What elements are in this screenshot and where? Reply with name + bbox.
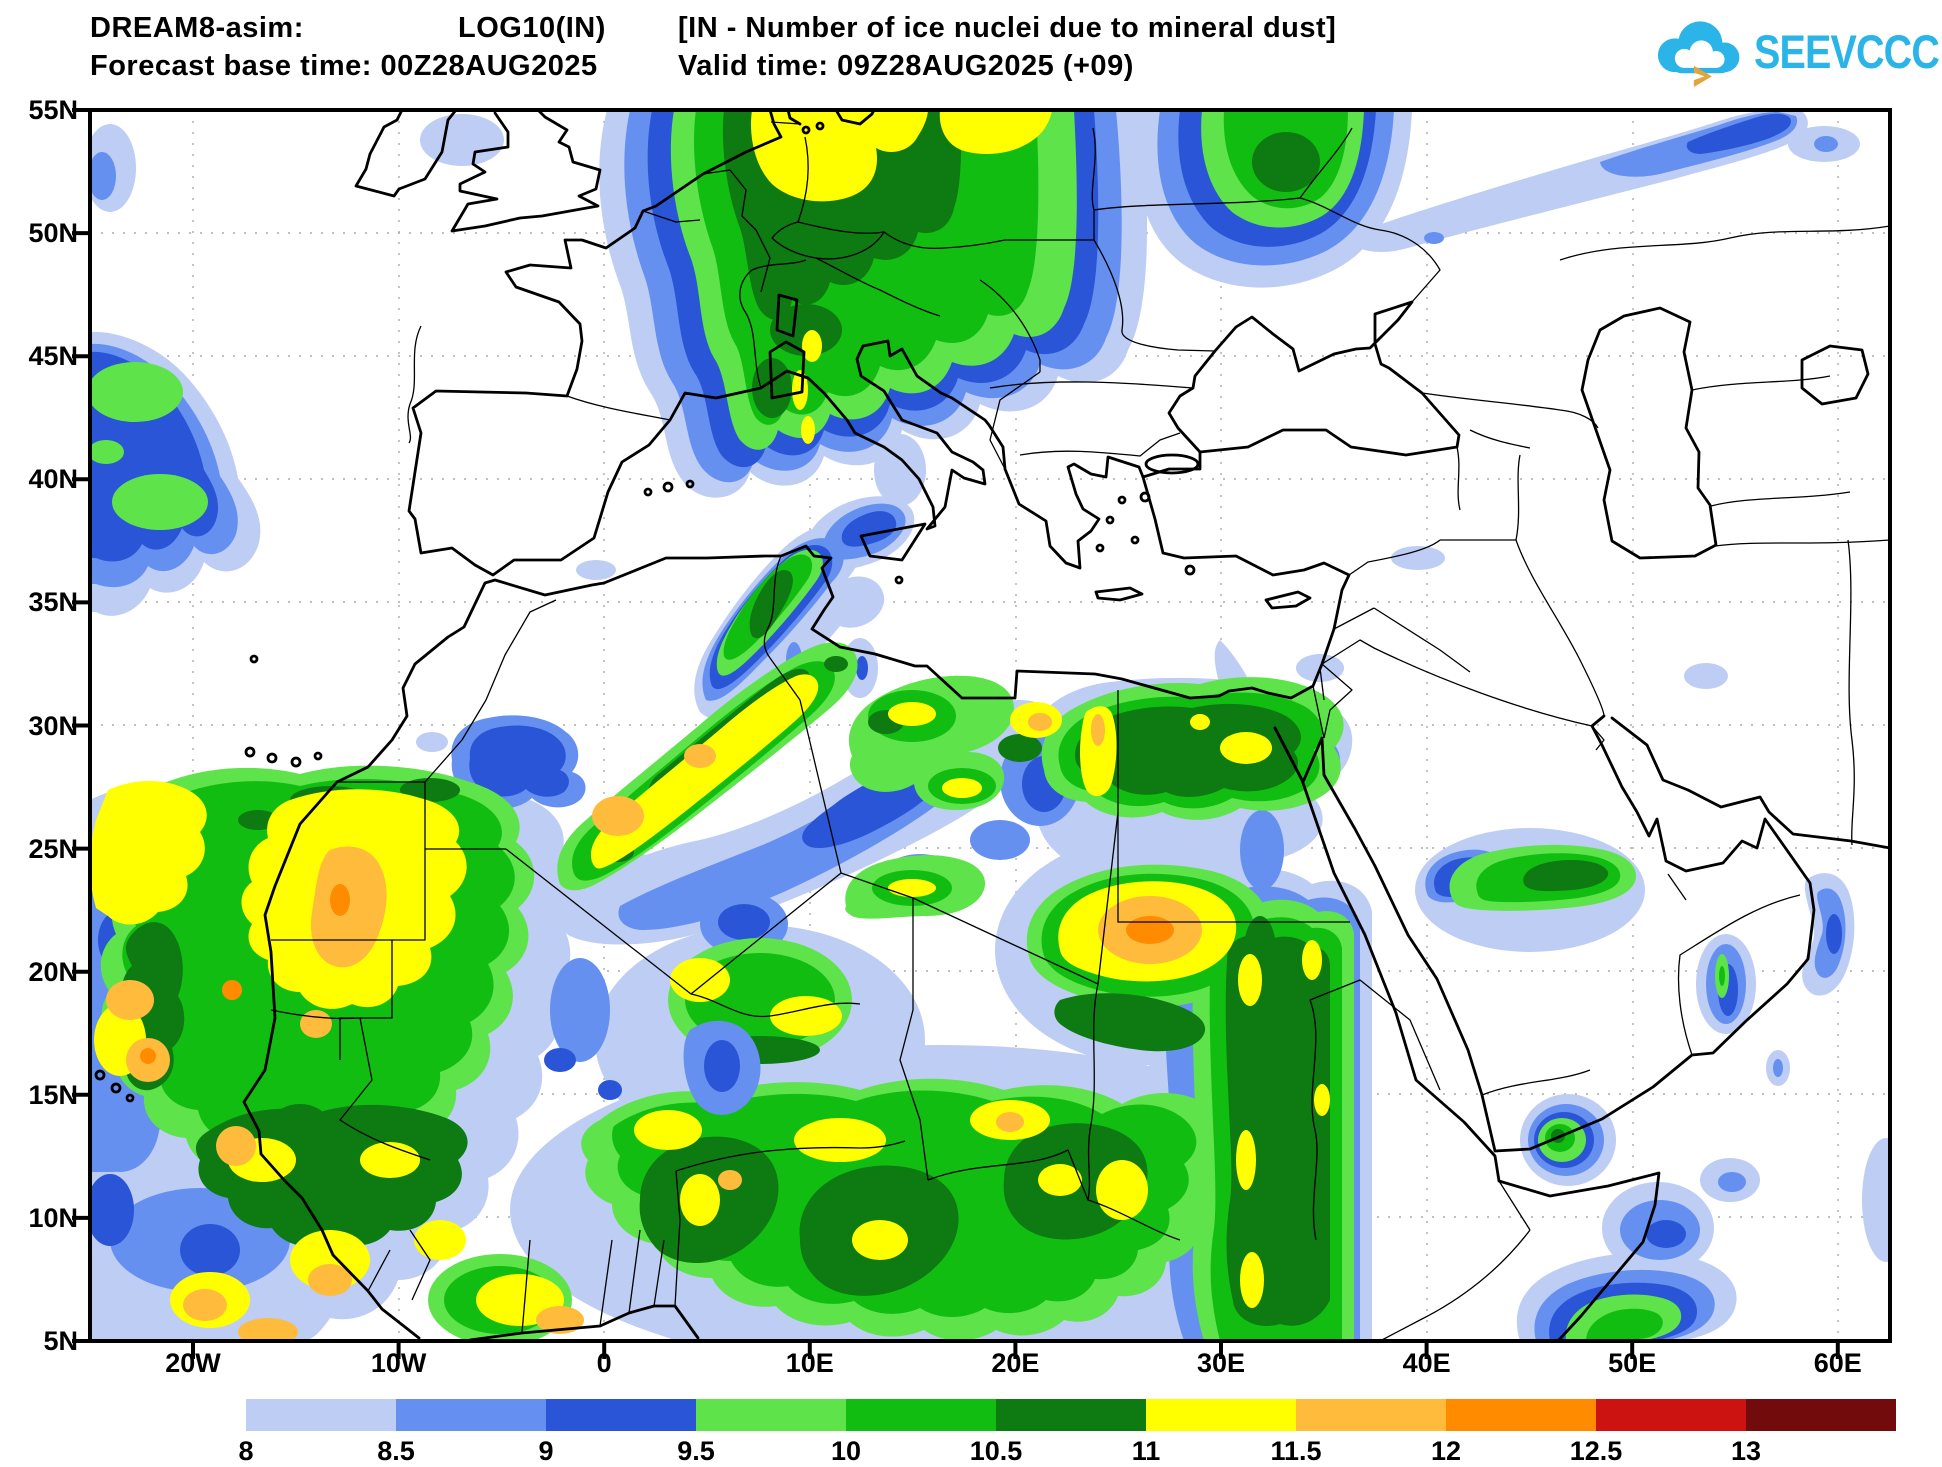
legend-segment-11.5	[1296, 1399, 1446, 1431]
lon-label-10W: 10W	[370, 1348, 427, 1378]
legend-segment-11	[1146, 1399, 1296, 1431]
cloud-logo-icon	[1657, 21, 1740, 87]
legend-segment-8	[246, 1399, 396, 1431]
legend-segment-12.5	[1596, 1399, 1746, 1431]
lon-label-0: 0	[596, 1348, 612, 1378]
lon-label-20W: 20W	[165, 1348, 221, 1378]
legend-label-13: 13	[1730, 1436, 1762, 1466]
legend-label-8.5: 8.5	[377, 1436, 415, 1466]
legend-label-8: 8	[238, 1436, 254, 1466]
color-legend	[246, 1399, 1896, 1431]
legend-label-12.5: 12.5	[1569, 1436, 1623, 1466]
legend-label-10: 10	[830, 1436, 862, 1466]
variable-description: [IN - Number of ice nuclei due to minera…	[678, 12, 1337, 44]
lat-label-55N: 55N	[28, 95, 78, 125]
lon-label-40E: 40E	[1402, 1348, 1451, 1378]
coastlines	[94, 110, 1890, 1341]
country-borders	[270, 121, 1890, 1341]
legend-segment-13	[1746, 1399, 1896, 1431]
legend-label-9: 9	[538, 1436, 554, 1466]
legend-label-12: 12	[1430, 1436, 1462, 1466]
model-name: DREAM8-asim:	[90, 12, 304, 44]
lat-label-20N: 20N	[28, 956, 78, 987]
legend-label-11.5: 11.5	[1270, 1436, 1322, 1466]
legend-label-11: 11	[1131, 1436, 1161, 1466]
lat-label-5N: 5N	[43, 1326, 78, 1356]
logo-text: SEEVCCC	[1754, 24, 1940, 78]
legend-label-9.5: 9.5	[677, 1436, 715, 1466]
lat-label-10N: 10N	[28, 1202, 78, 1233]
variable-name: LOG10(IN)	[458, 12, 606, 44]
lat-label-25N: 25N	[28, 833, 78, 864]
legend-segment-12	[1446, 1399, 1596, 1431]
legend-segment-8.5	[396, 1399, 546, 1431]
axis-ticks	[72, 108, 1840, 1359]
forecast-valid-time: Valid time: 09Z28AUG2025 (+09)	[678, 50, 1134, 82]
lat-label-15N: 15N	[28, 1079, 78, 1110]
legend-segment-9.5	[696, 1399, 846, 1431]
lat-label-30N: 30N	[28, 710, 78, 741]
latitude-axis: 55N 50N 45N 40N 35N 30N 25N 20N 15N 10N 5N	[0, 0, 82, 1467]
forecast-base-time: Forecast base time: 00Z28AUG2025	[90, 50, 598, 82]
lat-label-35N: 35N	[28, 587, 78, 618]
lon-label-50E: 50E	[1608, 1348, 1657, 1378]
lon-label-60E: 60E	[1813, 1348, 1862, 1378]
legend-segment-10	[846, 1399, 996, 1431]
legend-segment-10.5	[996, 1399, 1146, 1431]
legend-label-10.5: 10.5	[969, 1436, 1023, 1466]
lat-label-40N: 40N	[28, 464, 78, 495]
lon-label-20E: 20E	[991, 1348, 1040, 1378]
lon-label-30E: 30E	[1196, 1348, 1246, 1378]
contour-field	[90, 110, 1890, 1341]
lon-label-10E: 10E	[785, 1348, 834, 1378]
legend-segment-9	[546, 1399, 696, 1431]
lat-label-50N: 50N	[28, 218, 78, 249]
seevccc-logo: SEEVCCC	[1642, 14, 1942, 88]
lat-label-45N: 45N	[28, 341, 78, 372]
